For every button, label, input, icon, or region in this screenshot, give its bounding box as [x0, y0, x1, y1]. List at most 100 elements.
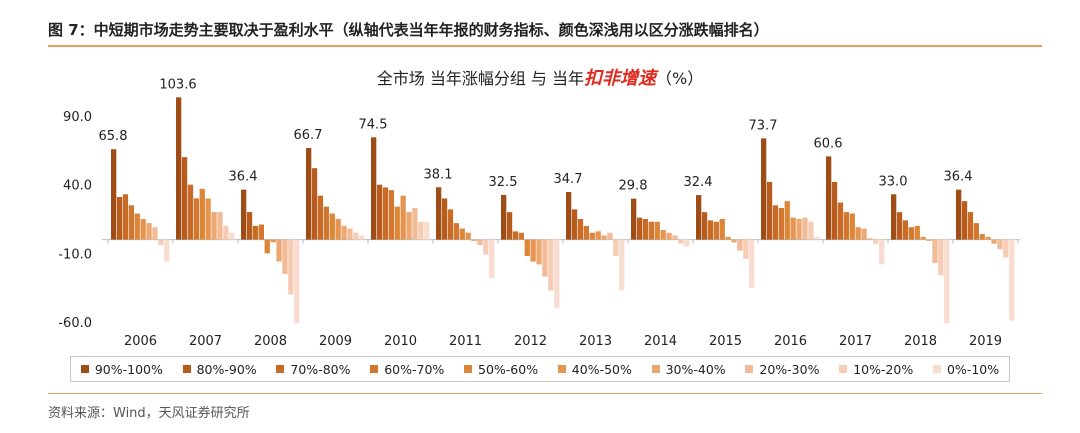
bar [571, 209, 578, 240]
bar [359, 235, 365, 240]
bar [506, 212, 513, 240]
bar [713, 221, 719, 240]
bar [991, 239, 997, 244]
legend-swatch [182, 365, 191, 373]
legend-item: 70%-80% [276, 362, 350, 377]
bar [648, 221, 654, 240]
legend-swatch [839, 365, 848, 373]
legend-label: 80%-90% [196, 361, 257, 377]
bar [176, 97, 182, 240]
legend-label: 30%-40% [665, 361, 726, 377]
bar [241, 189, 247, 240]
bar [146, 223, 152, 240]
bar [831, 181, 838, 240]
legend-label: 10%-20% [853, 361, 914, 377]
top-rule [48, 45, 1042, 47]
data-label: 74.5 [359, 117, 388, 132]
bar [684, 239, 690, 247]
bar [329, 213, 335, 240]
bar [855, 227, 861, 240]
bar [382, 187, 389, 240]
bar [577, 219, 584, 240]
bar [229, 232, 235, 240]
bar [288, 239, 294, 295]
bar [524, 239, 530, 257]
legend-swatch [932, 365, 941, 373]
subtitle-prefix: 全市场 当年涨幅分组 与 当年 [376, 69, 585, 88]
data-label: 65.8 [99, 129, 128, 144]
y-tick-label: -60.0 [58, 316, 92, 331]
legend-item: 30%-40% [651, 361, 726, 377]
bar [891, 194, 897, 240]
data-label: 103.6 [159, 77, 196, 92]
bar [778, 208, 784, 240]
figure-title: 图 7：中短期市场走势主要取决于盈利水平（纵轴代表当年年报的财务指标、颜色深浅用… [48, 21, 769, 39]
bar [873, 239, 879, 244]
bar [932, 239, 938, 263]
bar [1009, 239, 1015, 321]
bar [211, 212, 217, 240]
data-label: 60.6 [814, 136, 843, 151]
x-tick-label: 2016 [774, 334, 807, 349]
bar [512, 231, 519, 240]
legend-item: 10%-20% [839, 362, 913, 377]
data-label: 36.4 [944, 170, 973, 185]
bar [276, 239, 282, 262]
bar [979, 234, 985, 240]
bar [837, 202, 844, 240]
bar [341, 225, 347, 240]
bar [447, 209, 454, 240]
bar [743, 239, 749, 259]
x-tick-label: 2007 [189, 334, 222, 349]
bar [134, 213, 140, 240]
bar [761, 138, 767, 240]
data-label: 38.1 [424, 167, 453, 182]
bar [258, 224, 264, 240]
bar [631, 198, 637, 240]
bar [436, 187, 442, 240]
subtitle-suffix: （%） [656, 69, 704, 88]
bar [908, 227, 914, 240]
bar [252, 225, 259, 240]
bar [867, 238, 873, 240]
legend-label: 0%-10% [946, 361, 1000, 377]
legend-swatch [745, 365, 754, 373]
data-label: 73.7 [749, 118, 778, 133]
bar [601, 235, 607, 240]
bar [678, 239, 684, 244]
legend-swatch [464, 365, 472, 373]
bar [111, 149, 117, 240]
bar [997, 239, 1003, 250]
bar [701, 212, 708, 240]
x-tick-label: 2010 [384, 334, 417, 349]
bar [672, 235, 678, 240]
bar [164, 239, 170, 262]
bar [199, 188, 205, 240]
bar [282, 239, 288, 274]
bar [666, 232, 672, 240]
bar [323, 206, 329, 240]
bar [306, 148, 312, 240]
y-tick-label: 90.0 [63, 110, 92, 125]
legend-item: 20%-30% [745, 362, 819, 377]
bar [707, 220, 714, 240]
bar [116, 197, 123, 240]
bar [536, 239, 542, 265]
bar [158, 239, 164, 246]
bar [749, 239, 755, 288]
bar [973, 223, 979, 240]
legend-item: 0%-10% [932, 361, 1000, 377]
bar [896, 212, 903, 240]
legend-label: 40%-50% [571, 361, 632, 377]
bar [394, 206, 400, 240]
bar [642, 219, 649, 240]
bar [589, 232, 595, 240]
x-tick-label: 2015 [709, 334, 742, 349]
bar [270, 239, 276, 243]
bar [595, 231, 601, 240]
bar [654, 221, 660, 240]
legend-label: 60%-70% [384, 361, 445, 377]
x-tick-label: 2013 [579, 334, 612, 349]
data-label: 34.7 [554, 172, 583, 187]
data-label: 29.8 [619, 179, 648, 194]
